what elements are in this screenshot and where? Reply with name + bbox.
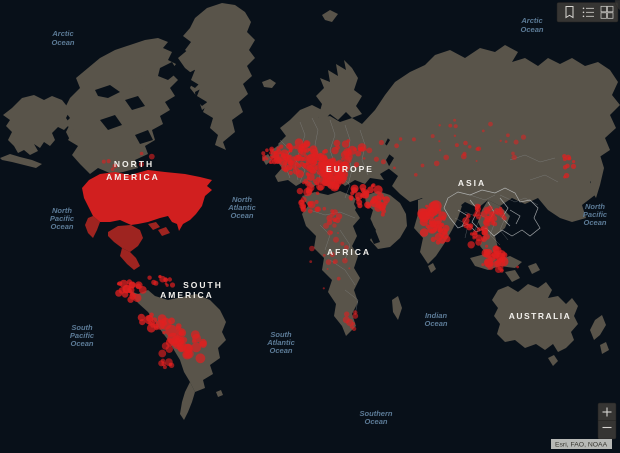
svg-text:Ocean: Ocean: [521, 25, 544, 34]
svg-text:Ocean: Ocean: [52, 38, 75, 47]
svg-text:Esri, FAO, NOAA: Esri, FAO, NOAA: [555, 441, 608, 448]
svg-text:Ocean: Ocean: [270, 346, 293, 355]
svg-text:Ocean: Ocean: [51, 222, 74, 231]
svg-text:AUSTRALIA: AUSTRALIA: [509, 311, 572, 321]
svg-text:Ocean: Ocean: [71, 339, 94, 348]
svg-text:Ocean: Ocean: [425, 319, 448, 328]
svg-text:Ocean: Ocean: [584, 218, 607, 227]
svg-text:Ocean: Ocean: [231, 211, 254, 220]
svg-text:AMERICA: AMERICA: [160, 290, 214, 300]
svg-text:ASIA: ASIA: [458, 178, 486, 188]
svg-text:Arctic: Arctic: [520, 16, 543, 25]
svg-text:Ocean: Ocean: [365, 417, 388, 426]
svg-text:Arctic: Arctic: [51, 29, 74, 38]
svg-text:NORTH: NORTH: [114, 159, 154, 169]
svg-text:AMERICA: AMERICA: [106, 172, 160, 182]
svg-text:AFRICA: AFRICA: [327, 247, 371, 257]
svg-text:EUROPE: EUROPE: [326, 164, 374, 174]
svg-text:SOUTH: SOUTH: [183, 280, 223, 290]
